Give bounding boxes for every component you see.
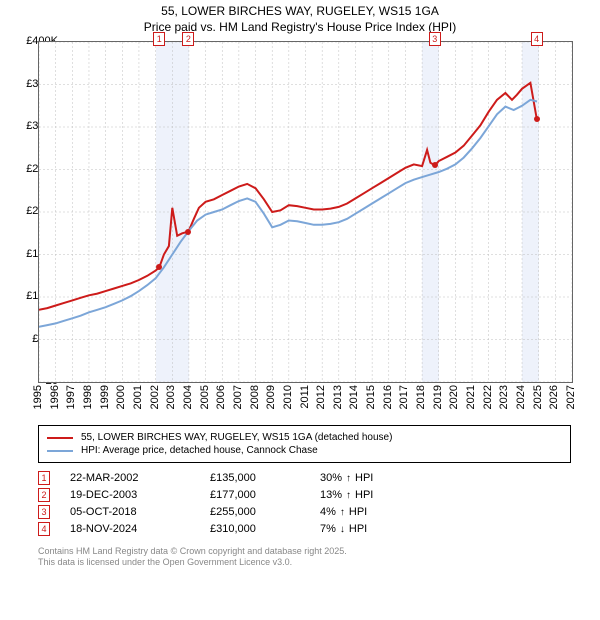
title-line1: 55, LOWER BIRCHES WAY, RUGELEY, WS15 1GA: [0, 4, 600, 20]
sale-delta: 4% ↑ HPI: [320, 506, 440, 518]
legend-label: 55, LOWER BIRCHES WAY, RUGELEY, WS15 1GA…: [81, 432, 392, 443]
sale-num: 2: [38, 488, 50, 502]
sale-marker-box: 1: [153, 32, 165, 46]
sale-num: 4: [38, 522, 50, 536]
sale-marker-dot: [534, 116, 540, 122]
sale-row: 3 05-OCT-2018£255,0004% ↑ HPI: [38, 505, 571, 519]
sale-marker-box: 3: [429, 32, 441, 46]
sale-marker-dot: [432, 162, 438, 168]
sale-row: 4 18-NOV-2024£310,0007% ↓ HPI: [38, 522, 571, 536]
delta-suffix: HPI: [349, 506, 367, 518]
sale-delta: 30% ↑ HPI: [320, 472, 440, 484]
legend-item: 55, LOWER BIRCHES WAY, RUGELEY, WS15 1GA…: [47, 432, 562, 443]
x-tick-label: 2027: [565, 385, 595, 409]
sale-marker-box: 4: [531, 32, 543, 46]
delta-pct: 7%: [320, 523, 336, 535]
series-line: [39, 100, 537, 327]
sale-price: £255,000: [210, 506, 320, 518]
license-text: Contains HM Land Registry data © Crown c…: [38, 546, 571, 569]
sale-row: 2 19-DEC-2003£177,00013% ↑ HPI: [38, 488, 571, 502]
arrow-up-icon: ↑: [346, 490, 351, 501]
sale-date: 05-OCT-2018: [70, 506, 210, 518]
arrow-up-icon: ↑: [340, 507, 345, 518]
plot-area: 1234: [38, 41, 573, 383]
license-line1: Contains HM Land Registry data © Crown c…: [38, 546, 571, 557]
chart-title: 55, LOWER BIRCHES WAY, RUGELEY, WS15 1GA…: [0, 0, 600, 35]
sale-row: 1 22-MAR-2002£135,00030% ↑ HPI: [38, 471, 571, 485]
legend-item: HPI: Average price, detached house, Cann…: [47, 445, 562, 456]
license-line2: This data is licensed under the Open Gov…: [38, 557, 571, 568]
chart: £0£50K£100K£150K£200K£250K£300K£350K£400…: [38, 41, 598, 421]
delta-pct: 13%: [320, 489, 342, 501]
sale-delta: 7% ↓ HPI: [320, 523, 440, 535]
delta-suffix: HPI: [355, 489, 373, 501]
sale-marker-box: 2: [182, 32, 194, 46]
sale-num: 3: [38, 505, 50, 519]
sale-marker-dot: [156, 264, 162, 270]
title-line2: Price paid vs. HM Land Registry's House …: [0, 20, 600, 36]
legend-swatch: [47, 450, 73, 452]
sale-price: £177,000: [210, 489, 320, 501]
arrow-down-icon: ↓: [340, 524, 345, 535]
delta-suffix: HPI: [349, 523, 367, 535]
delta-suffix: HPI: [355, 472, 373, 484]
delta-pct: 30%: [320, 472, 342, 484]
sale-date: 19-DEC-2003: [70, 489, 210, 501]
sale-marker-dot: [185, 229, 191, 235]
sale-num: 1: [38, 471, 50, 485]
sale-date: 22-MAR-2002: [70, 472, 210, 484]
legend: 55, LOWER BIRCHES WAY, RUGELEY, WS15 1GA…: [38, 425, 571, 463]
series-line: [39, 83, 537, 310]
delta-pct: 4%: [320, 506, 336, 518]
sale-price: £310,000: [210, 523, 320, 535]
legend-label: HPI: Average price, detached house, Cann…: [81, 445, 318, 456]
legend-swatch: [47, 437, 73, 439]
sale-price: £135,000: [210, 472, 320, 484]
sales-table: 122-MAR-2002£135,00030%↑HPI219-DEC-2003£…: [38, 471, 571, 536]
sale-delta: 13% ↑ HPI: [320, 489, 440, 501]
arrow-up-icon: ↑: [346, 473, 351, 484]
sale-date: 18-NOV-2024: [70, 523, 210, 535]
